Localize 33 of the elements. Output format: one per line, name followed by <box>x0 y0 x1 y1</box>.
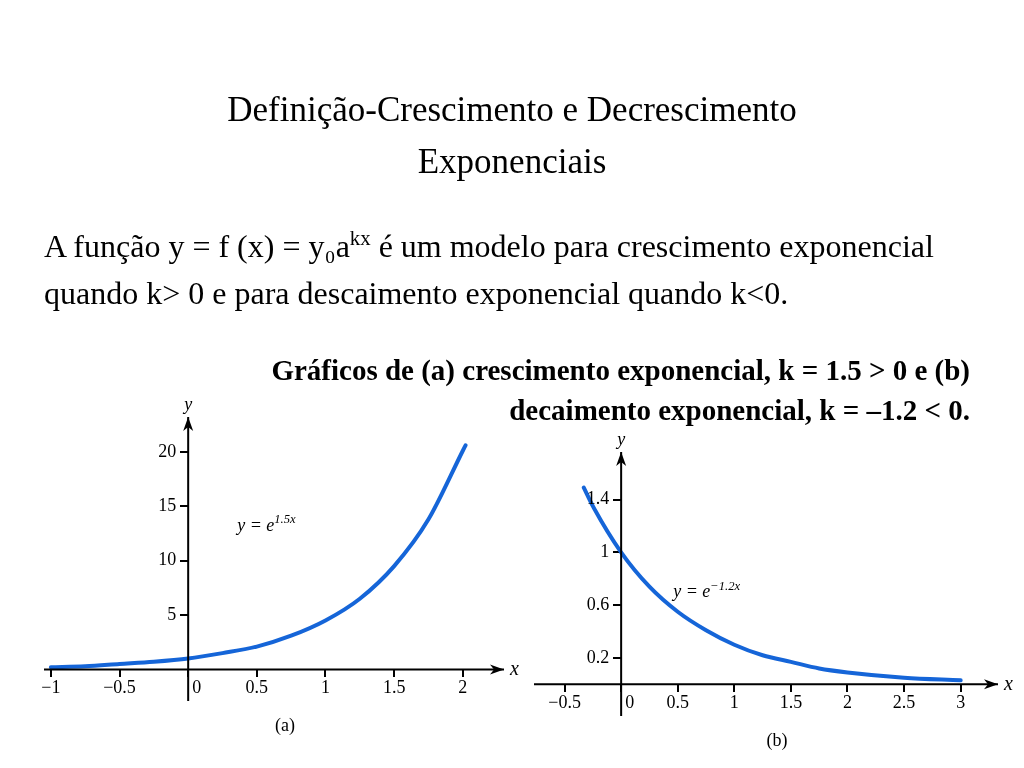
y-tick-label: 10 <box>158 549 177 570</box>
y-tick-label: 0.2 <box>586 646 610 667</box>
y-axis-title: y <box>615 428 626 449</box>
x-tick-label: 1 <box>729 692 739 713</box>
y-axis-title: y <box>182 393 193 414</box>
x-tick-label: 2.5 <box>892 692 916 713</box>
line-series <box>48 443 468 670</box>
x-tick-label: 0 <box>625 692 635 713</box>
text: (b) <box>765 730 789 751</box>
chart-title: Definição-Crescimento e Decrescimento Exponenciais <box>226 89 798 183</box>
x-tick-label: 0.5 <box>245 677 269 698</box>
x-axis-title: x <box>1003 671 1013 694</box>
x-tick-label: 2 <box>458 677 468 698</box>
line-series <box>581 485 963 683</box>
x-tick-label: 0.5 <box>666 692 689 713</box>
x-tick-label: 1.5 <box>382 677 406 698</box>
y-tick-label: 20 <box>158 440 177 461</box>
text: (a) <box>274 715 296 736</box>
y-tick-label: 5 <box>167 603 177 624</box>
y-tick-label: 0.6 <box>586 593 610 614</box>
y-tick-label: 1 <box>600 541 610 562</box>
x-tick-label: −0.5 <box>548 692 581 713</box>
x-tick-label: 1 <box>320 677 330 698</box>
chart-subtitle: A função y = f (x) = y₀a$^{kx}$ é um modelo para crescimento exponencial quando k> 0 e para descaimento exponencial quando k<0. <box>44 225 935 313</box>
x-axis-title: x <box>509 656 519 679</box>
x-tick-label: 2 <box>842 692 852 713</box>
x-tick-label: −1 <box>41 677 61 698</box>
x-tick-label: −0.5 <box>103 677 136 698</box>
y-tick-label: 15 <box>158 494 177 515</box>
x-tick-label: 0 <box>192 677 202 698</box>
x-tick-label: 3 <box>956 692 966 713</box>
annotation: Gráficos de (a) crescimento exponencial, k = 1.5 > 0 e (b) decaimento exponencial, k = –1.2 < 0. <box>271 354 970 426</box>
x-tick-label: 1.5 <box>779 692 803 713</box>
